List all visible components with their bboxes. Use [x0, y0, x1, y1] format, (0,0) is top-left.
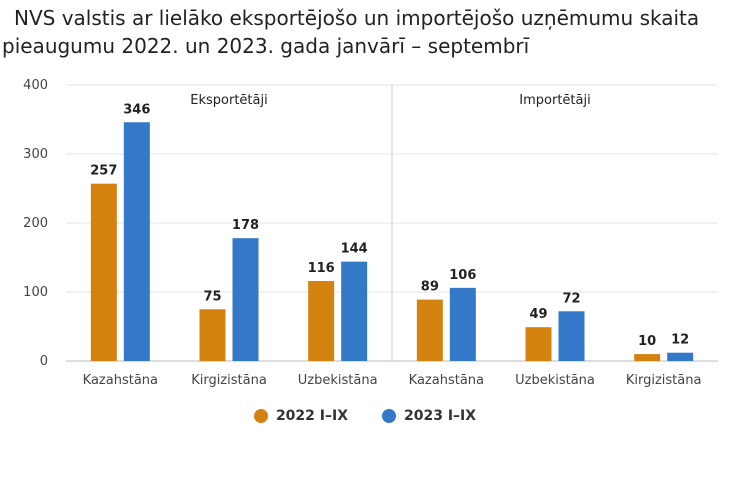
x-tick-label: Uzbekistāna	[298, 373, 378, 388]
x-tick-label: Kirgizistāna	[191, 373, 267, 388]
legend-item-2023[interactable]: 2023 I–IX	[382, 408, 476, 424]
data-label: 178	[232, 218, 259, 233]
data-label: 75	[203, 289, 221, 304]
bar	[449, 287, 476, 361]
legend-marker-2022	[253, 409, 268, 423]
bar	[308, 280, 335, 361]
chart-title-line-2: pieaugumu 2022. un 2023. gada janvārī – …	[2, 34, 530, 58]
data-label: 116	[308, 261, 335, 276]
y-tick-label: 200	[23, 216, 48, 231]
group-label: Eksportētāji	[190, 93, 267, 108]
group-label: Importētāji	[519, 93, 590, 108]
bar	[123, 122, 150, 361]
bar	[667, 352, 694, 361]
bar	[232, 238, 259, 361]
bar	[634, 354, 661, 361]
data-label: 10	[638, 334, 656, 349]
bar	[558, 311, 585, 361]
bar	[90, 183, 117, 361]
y-tick-label: 100	[23, 285, 48, 300]
legend-label-2022: 2022 I–IX	[275, 408, 348, 424]
data-label: 106	[449, 268, 476, 283]
data-label: 89	[421, 280, 439, 295]
y-tick-label: 300	[23, 147, 48, 162]
y-tick-label: 400	[23, 78, 48, 93]
x-tick-label: Kazahstāna	[409, 373, 484, 388]
legend-marker-2023	[382, 409, 396, 423]
data-label: 144	[341, 242, 368, 257]
chart-title-line-1: NVS valstis ar lielāko eksportējošo un i…	[14, 6, 700, 30]
x-tick-label: Uzbekistāna	[515, 373, 595, 388]
data-label: 49	[529, 307, 547, 322]
chart-title: NVS valstis ar lielāko eksportējošo un i…	[0, 6, 730, 66]
legend-label-2023: 2023 I–IX	[404, 408, 477, 424]
x-tick-label: Kazahstāna	[83, 373, 158, 388]
bar	[525, 327, 552, 361]
y-tick-label: 0	[40, 354, 48, 369]
data-label: 12	[671, 333, 689, 348]
bar-chart: 0 100 200 300 400 Eksportētāji Importētāji 257 3…	[23, 78, 718, 388]
data-label: 346	[123, 102, 150, 117]
legend: 2022 I–IX 2023 I–IX	[0, 408, 730, 424]
x-tick-label: Kirgizistāna	[626, 373, 702, 388]
legend-item-2022[interactable]: 2022 I–IX	[253, 408, 348, 424]
bar	[341, 261, 368, 361]
bar	[416, 299, 443, 361]
data-label: 257	[90, 164, 117, 179]
bar	[199, 309, 226, 361]
data-label: 72	[562, 291, 580, 306]
